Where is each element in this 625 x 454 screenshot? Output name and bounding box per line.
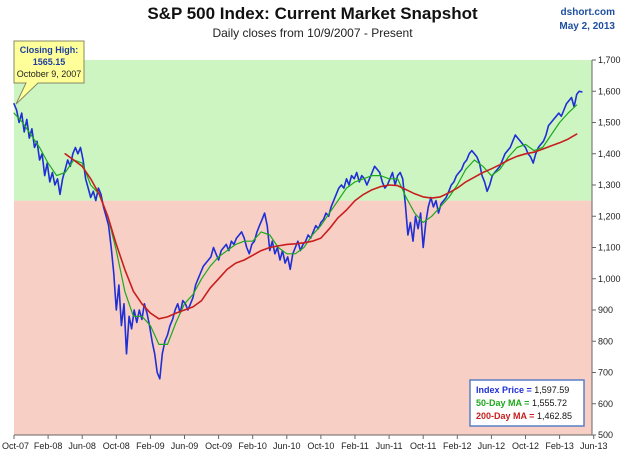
legend-item-label: 200-Day MA = (476, 411, 537, 421)
legend-item: 200-Day MA = 1,462.85 (476, 411, 572, 421)
y-tick-label: 1,700 (598, 55, 621, 65)
y-tick-label: 1,500 (598, 118, 621, 128)
closing-high-callout: Closing High: 1565.15 October 9, 2007 (13, 40, 85, 105)
series-line-ma200 (64, 133, 578, 320)
x-tick-label: Feb-08 (34, 441, 63, 451)
x-tick-label: Oct-08 (103, 441, 130, 451)
source-date: May 2, 2013 (559, 21, 615, 32)
callout-label: Closing High: (20, 45, 79, 55)
x-tick-label: Feb-12 (443, 441, 472, 451)
x-tick-label: Oct-07 (2, 441, 29, 451)
background-band-0 (14, 60, 592, 201)
y-tick-label: 1,300 (598, 180, 621, 190)
x-tick-label: Oct-11 (410, 441, 436, 451)
y-tick-label: 900 (598, 305, 613, 315)
x-tick-label: Jun-09 (171, 441, 199, 451)
callout-box (13, 40, 85, 105)
x-tick-label: Feb-10 (238, 441, 267, 451)
y-tick-label: 700 (598, 368, 613, 378)
x-tick-label: Jun-13 (580, 441, 608, 451)
x-tick-label: Oct-12 (512, 441, 539, 451)
x-tick-label: Jun-12 (478, 441, 506, 451)
series-layer (13, 90, 583, 380)
legend-item-value: 1,597.59 (534, 385, 569, 395)
x-tick-label: Oct-10 (307, 441, 334, 451)
x-tick-label: Feb-11 (341, 441, 369, 451)
legend-item: Index Price = 1,597.59 (476, 385, 569, 395)
y-tick-label: 1,600 (598, 86, 621, 96)
legend-item-label: 50-Day MA = (476, 398, 532, 408)
legend-item-value: 1,555.72 (532, 398, 567, 408)
legend-item-value: 1,462.85 (537, 411, 572, 421)
y-tick-label: 1,200 (598, 211, 621, 221)
y-tick-label: 1,400 (598, 149, 621, 159)
y-tick-label: 1,000 (598, 274, 621, 284)
y-tick-label: 500 (598, 430, 613, 440)
chart-title: S&P 500 Index: Current Market Snapshot (147, 4, 478, 23)
legend-box (469, 379, 585, 427)
chart-subtitle: Daily closes from 10/9/2007 - Present (212, 26, 413, 40)
y-tick-label: 800 (598, 336, 613, 346)
y-tick-label: 600 (598, 399, 613, 409)
x-tick-label: Feb-13 (545, 441, 574, 451)
x-tick-label: Jun-11 (376, 441, 403, 451)
source-site: dshort.com (560, 7, 615, 18)
x-tick-label: Jun-08 (68, 441, 96, 451)
legend-item-label: Index Price = (476, 385, 534, 395)
y-tick-label: 1,100 (598, 243, 621, 253)
x-tick-label: Oct-09 (205, 441, 232, 451)
callout-date: October 9, 2007 (17, 69, 82, 79)
x-tick-label: Jun-10 (273, 441, 301, 451)
callout-value: 1565.15 (33, 57, 66, 67)
axes: 500 600 700 800 900 1,000 1,100 1,200 1,300 1,400… (2, 55, 621, 451)
source-block: dshort.com May 2, 2013 (559, 6, 615, 34)
series-line-index (13, 90, 583, 380)
x-tick-label: Feb-09 (136, 441, 165, 451)
legend-item: 50-Day MA = 1,555.72 (476, 398, 567, 408)
